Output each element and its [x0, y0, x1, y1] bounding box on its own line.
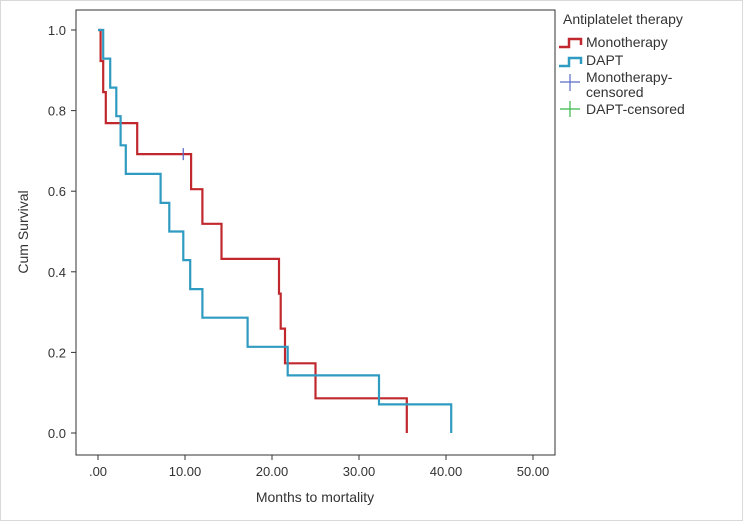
- y-axis-title: Cum Survival: [15, 190, 31, 273]
- legend-item-dapt: DAPT: [559, 52, 624, 68]
- legend-label-monotherapy: Monotherapy: [586, 34, 668, 50]
- legend-censor-mark-monotherapy: [560, 74, 580, 91]
- legend-censor-mark-dapt: [560, 101, 580, 117]
- x-tick-label: 30.00: [343, 464, 376, 479]
- y-tick-label: 0.0: [48, 426, 66, 441]
- legend-item-dapt-censored: DAPT-censored: [560, 101, 685, 117]
- x-tick-label: 10.00: [169, 464, 202, 479]
- legend-title: Antiplatelet therapy: [563, 11, 683, 27]
- x-tick-label: 40.00: [430, 464, 463, 479]
- legend-swatch-dapt: [559, 56, 583, 68]
- legend-item-monotherapy-censored: Monotherapy- censored: [560, 69, 673, 100]
- series-layer: [98, 28, 453, 433]
- y-tick-label: 0.8: [48, 104, 66, 119]
- legend-swatch-monotherapy: [559, 37, 583, 49]
- y-tick-label: 0.4: [48, 265, 66, 280]
- legend-label-monotherapy-censored-line2: censored: [586, 84, 644, 100]
- x-tick-label: 20.00: [256, 464, 289, 479]
- y-tick-label: 1.0: [48, 23, 66, 38]
- y-tick-label: 0.6: [48, 184, 66, 199]
- series-line-dapt: [98, 28, 453, 433]
- legend-label-dapt: DAPT: [586, 52, 624, 68]
- legend-label-dapt-censored: DAPT-censored: [586, 101, 685, 117]
- legend-item-monotherapy: Monotherapy: [559, 34, 668, 50]
- y-tick-label: 0.2: [48, 345, 66, 360]
- axis-ticks: .00 10.00 20.00 30.00 40.00 50.00 0.0 0.2 0.4 0.6…: [48, 23, 549, 479]
- x-tick-label: 50.00: [517, 464, 550, 479]
- x-axis-title: Months to mortality: [256, 489, 374, 505]
- legend-label-monotherapy-censored-line1: Monotherapy-: [586, 69, 673, 85]
- x-tick-label: .00: [89, 464, 107, 479]
- legend: Antiplatelet therapy Monotherapy DAPT Mo…: [559, 11, 685, 117]
